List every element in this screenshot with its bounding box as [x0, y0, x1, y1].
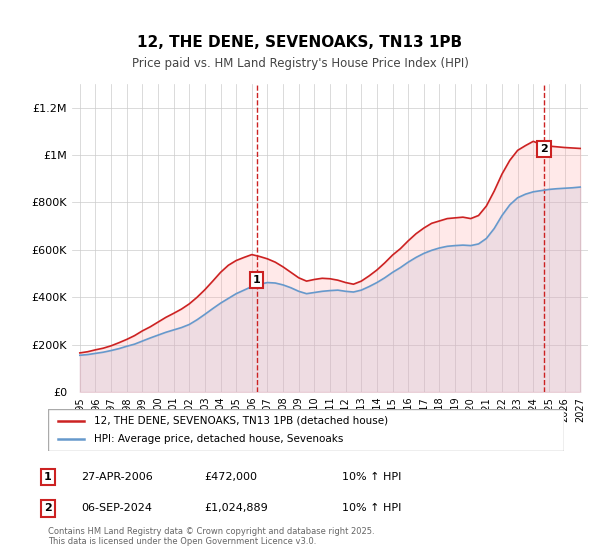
Text: 2: 2 [540, 144, 548, 154]
Text: 1: 1 [44, 472, 52, 482]
Text: Contains HM Land Registry data © Crown copyright and database right 2025.
This d: Contains HM Land Registry data © Crown c… [48, 526, 374, 546]
Text: 2: 2 [44, 503, 52, 514]
Text: £1,024,889: £1,024,889 [204, 503, 268, 514]
Text: Price paid vs. HM Land Registry's House Price Index (HPI): Price paid vs. HM Land Registry's House … [131, 57, 469, 70]
Text: 12, THE DENE, SEVENOAKS, TN13 1PB (detached house): 12, THE DENE, SEVENOAKS, TN13 1PB (detac… [94, 416, 389, 426]
Text: HPI: Average price, detached house, Sevenoaks: HPI: Average price, detached house, Seve… [94, 434, 344, 444]
Text: £472,000: £472,000 [204, 472, 257, 482]
Text: 10% ↑ HPI: 10% ↑ HPI [342, 503, 401, 514]
Text: 27-APR-2006: 27-APR-2006 [81, 472, 153, 482]
Text: 06-SEP-2024: 06-SEP-2024 [81, 503, 152, 514]
FancyBboxPatch shape [48, 409, 564, 451]
Text: 10% ↑ HPI: 10% ↑ HPI [342, 472, 401, 482]
Text: 1: 1 [253, 275, 260, 285]
Text: 12, THE DENE, SEVENOAKS, TN13 1PB: 12, THE DENE, SEVENOAKS, TN13 1PB [137, 35, 463, 50]
